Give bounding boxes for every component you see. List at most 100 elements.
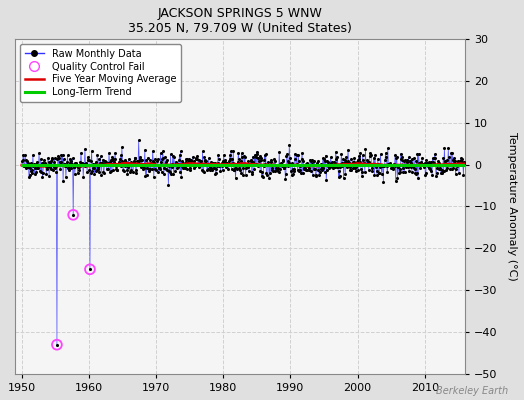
Point [73, 170, 82, 177]
Point [388, 165, 396, 171]
Point [318, 167, 326, 173]
Point [438, 170, 446, 176]
Point [241, 154, 249, 160]
Point [433, 165, 441, 172]
Point [167, 151, 175, 158]
Point [138, 166, 147, 173]
Point [350, 155, 358, 161]
Point [214, 156, 223, 162]
Point [307, 168, 315, 174]
Point [437, 170, 445, 177]
Point [73, 163, 81, 169]
Point [181, 165, 189, 172]
Point [347, 156, 355, 162]
Point [201, 156, 209, 163]
Point [208, 166, 216, 173]
Point [64, 165, 72, 171]
Point [132, 167, 140, 174]
Point [150, 160, 159, 166]
Point [227, 166, 236, 172]
Point [423, 160, 431, 167]
Point [362, 160, 370, 167]
Point [108, 154, 116, 160]
Point [453, 162, 462, 168]
Point [63, 152, 72, 158]
Point [428, 172, 436, 178]
Point [429, 155, 437, 161]
Point [253, 150, 261, 157]
Point [55, 155, 63, 162]
Point [238, 164, 247, 171]
Point [422, 157, 431, 163]
Point [162, 158, 170, 165]
Point [430, 160, 438, 166]
Point [385, 161, 393, 168]
Point [455, 170, 463, 176]
Point [391, 152, 399, 158]
Point [300, 164, 309, 171]
Point [121, 163, 129, 169]
Point [367, 164, 376, 171]
Point [347, 167, 356, 173]
Point [459, 172, 467, 178]
Point [35, 150, 43, 156]
Point [129, 168, 137, 175]
Point [126, 169, 134, 176]
Point [95, 169, 104, 176]
Point [144, 161, 152, 167]
Point [378, 163, 386, 169]
Text: Berkeley Earth: Berkeley Earth [436, 386, 508, 396]
Point [200, 169, 208, 175]
Point [202, 158, 210, 164]
Point [417, 162, 425, 168]
Point [335, 168, 343, 174]
Point [266, 162, 274, 168]
Point [380, 163, 389, 169]
Point [310, 158, 319, 164]
Point [147, 161, 156, 168]
Point [78, 160, 86, 166]
Point [81, 162, 90, 169]
Point [67, 158, 75, 164]
Point [286, 162, 294, 168]
Point [401, 163, 410, 169]
Point [457, 154, 465, 161]
Point [383, 163, 391, 170]
Point [100, 158, 108, 164]
Point [185, 158, 193, 164]
Point [80, 162, 88, 168]
Point [340, 175, 348, 182]
Point [201, 158, 210, 164]
Point [371, 152, 379, 158]
Point [54, 162, 63, 168]
Point [295, 168, 303, 174]
Point [218, 159, 226, 166]
Point [417, 159, 425, 165]
Point [177, 148, 185, 154]
Point [128, 161, 137, 168]
Point [405, 154, 413, 160]
Point [19, 152, 28, 158]
Point [182, 159, 190, 166]
Point [351, 163, 359, 170]
Point [138, 156, 146, 163]
Point [74, 164, 83, 170]
Point [226, 155, 235, 162]
Point [412, 171, 420, 178]
Point [357, 169, 366, 176]
Point [404, 164, 412, 170]
Point [288, 160, 296, 166]
Point [368, 168, 376, 174]
Point [390, 161, 398, 167]
Point [209, 160, 217, 166]
Point [408, 169, 416, 176]
Point [88, 168, 96, 174]
Point [332, 156, 341, 162]
Point [413, 170, 421, 176]
Point [329, 164, 337, 171]
Point [89, 165, 97, 171]
Point [21, 156, 30, 163]
Point [245, 168, 253, 174]
Point [85, 167, 94, 174]
Point [43, 164, 51, 171]
